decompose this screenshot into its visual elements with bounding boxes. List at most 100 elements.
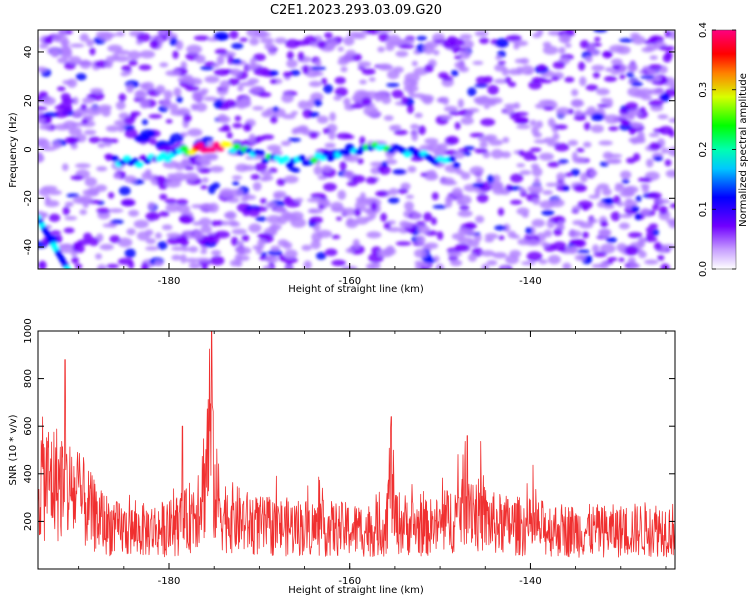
heatmap-cell	[226, 132, 233, 139]
heatmap-cell	[80, 103, 87, 111]
heatmap-cell	[657, 199, 671, 204]
heatmap-cell	[564, 43, 572, 48]
heatmap-cell	[619, 38, 634, 43]
heatmap-cell	[66, 78, 78, 88]
heatmap-cell	[490, 149, 504, 159]
heatmap-cell	[308, 208, 318, 214]
heatmap-cell	[660, 263, 670, 269]
heatmap-cell	[331, 234, 341, 240]
heatmap-cell	[532, 197, 541, 205]
heatmap-cell	[145, 238, 156, 245]
heatmap-cell	[416, 35, 428, 41]
heatmap-cell	[463, 230, 477, 236]
heatmap-y-tick-label: -40	[23, 239, 34, 255]
heatmap-cell	[430, 217, 437, 226]
snr-panel: -180 -160 -140 200 400 600 800 1000 Height of …	[8, 318, 676, 596]
heatmap-cell	[242, 164, 256, 171]
heatmap-cell	[345, 49, 356, 57]
heatmap-cell	[204, 241, 217, 248]
heatmap-cell	[309, 216, 323, 224]
heatmap-cell	[659, 45, 675, 51]
heatmap-line-cell	[163, 156, 172, 163]
heatmap-cell	[520, 65, 535, 76]
heatmap-cell	[424, 137, 439, 145]
heatmap-cell	[488, 139, 504, 146]
heatmap-cell	[618, 222, 630, 230]
heatmap-cell	[624, 245, 639, 256]
heatmap-cell	[385, 44, 395, 51]
heatmap-cell	[607, 256, 618, 262]
heatmap-cell	[198, 203, 213, 210]
heatmap-cell	[106, 263, 120, 269]
heatmap-cell	[386, 227, 402, 233]
heatmap-cell	[287, 137, 301, 143]
heatmap-cell	[374, 93, 382, 102]
heatmap-cell	[209, 165, 224, 173]
snr-x-tick-label: -140	[519, 576, 542, 587]
heatmap-cell	[96, 166, 108, 172]
heatmap-cell	[169, 37, 178, 46]
heatmap-cell	[240, 196, 249, 202]
heatmap-cell	[638, 250, 647, 259]
heatmap-cell	[571, 89, 579, 97]
heatmap-cell	[392, 124, 402, 130]
heatmap-cell	[405, 194, 414, 199]
heatmap-line-cell	[232, 143, 241, 150]
heatmap-cell	[75, 163, 91, 169]
heatmap-cell	[171, 172, 187, 182]
heatmap-cell	[567, 139, 579, 147]
heatmap-cell	[194, 257, 211, 263]
heatmap-cell	[156, 175, 164, 186]
heatmap-cell	[283, 265, 295, 269]
heatmap-cell	[620, 170, 632, 180]
heatmap-line-cell	[122, 155, 131, 162]
heatmap-cell	[198, 217, 212, 227]
heatmap-cell	[354, 208, 362, 217]
heatmap-cell	[232, 122, 243, 129]
heatmap-cell	[442, 149, 459, 156]
heatmap-cell	[282, 113, 296, 120]
heatmap-cell	[648, 132, 660, 138]
heatmap-cell	[185, 85, 200, 92]
heatmap-cell	[639, 106, 646, 114]
heatmap-cell	[610, 211, 621, 222]
heatmap-cell	[500, 190, 510, 196]
heatmap-cell	[418, 125, 426, 135]
heatmap-cell	[634, 213, 642, 221]
heatmap-cell	[117, 237, 133, 248]
heatmap-cell	[361, 97, 372, 106]
heatmap-cell	[460, 171, 471, 180]
heatmap-cell	[562, 185, 570, 192]
heatmap-cell	[378, 63, 392, 70]
heatmap-cell	[497, 207, 505, 217]
heatmap-cell	[362, 197, 379, 203]
heatmap-cell	[321, 77, 328, 85]
heatmap-cell	[239, 37, 249, 42]
heatmap-cell	[202, 96, 218, 102]
heatmap-cell	[570, 168, 581, 177]
heatmap-cell	[248, 133, 256, 143]
heatmap-cell	[562, 262, 572, 269]
heatmap-cell	[594, 186, 601, 197]
heatmap-cell	[662, 53, 672, 63]
heatmap-cell	[564, 76, 575, 83]
heatmap-cell	[68, 127, 82, 137]
heatmap-cell	[513, 116, 528, 124]
heatmap-cell	[340, 66, 348, 73]
heatmap-cell	[536, 120, 543, 129]
heatmap-cell	[343, 97, 351, 106]
heatmap-cell	[159, 62, 169, 68]
heatmap-cell	[113, 173, 122, 179]
heatmap-cell	[231, 175, 243, 180]
heatmap-cell	[568, 230, 582, 238]
heatmap-cell	[176, 198, 189, 206]
heatmap-cell	[531, 167, 543, 177]
heatmap-cell	[610, 69, 621, 75]
heatmap-cell	[603, 204, 615, 210]
heatmap-cell	[222, 99, 237, 108]
heatmap-cell	[542, 106, 555, 111]
heatmap-cell	[120, 198, 136, 207]
heatmap-cell	[480, 250, 495, 257]
heatmap-cell	[248, 223, 262, 233]
heatmap-cell	[286, 51, 294, 60]
